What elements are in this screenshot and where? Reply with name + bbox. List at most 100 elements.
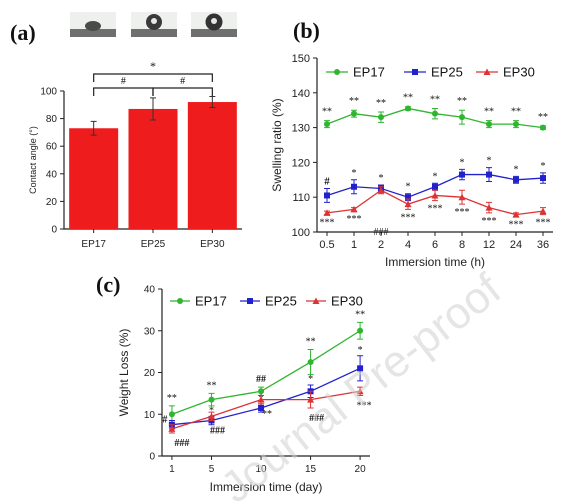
data-point xyxy=(459,171,465,178)
significance-label: * xyxy=(150,59,156,73)
significance-label: *** xyxy=(357,400,372,411)
data-point xyxy=(459,114,465,121)
data-point xyxy=(323,209,331,216)
significance-label: *** xyxy=(536,218,551,229)
data-point xyxy=(404,200,412,208)
significance-label: *** xyxy=(401,212,416,223)
y-tick-label: 20 xyxy=(144,368,156,379)
y-axis-label: Weight Loss (%) xyxy=(117,329,131,417)
significance-label: *** xyxy=(509,219,524,230)
data-point xyxy=(486,171,492,178)
y-tick-label: 10 xyxy=(144,410,156,421)
x-tick-label: 2 xyxy=(378,239,384,251)
x-tick-label: EP25 xyxy=(141,239,166,250)
y-tick-label: 120 xyxy=(292,157,310,169)
data-point xyxy=(307,396,315,403)
significance-label: # xyxy=(324,176,330,188)
significance-label: * xyxy=(433,171,438,182)
y-tick-label: 40 xyxy=(144,285,156,296)
data-point xyxy=(351,183,357,190)
significance-label: *** xyxy=(347,214,362,225)
significance-label: *** xyxy=(320,218,335,229)
legend-marker xyxy=(177,298,183,304)
bar xyxy=(128,108,178,229)
data-point xyxy=(307,359,314,366)
legend-marker xyxy=(334,69,340,75)
x-axis-label: Immersion time (day) xyxy=(210,480,323,494)
significance-label: ** xyxy=(349,96,359,107)
legend-label: EP30 xyxy=(331,294,363,309)
legend-marker xyxy=(483,68,491,75)
significance-label: * xyxy=(358,345,363,356)
data-point xyxy=(485,204,493,211)
panel-label-a: (a) xyxy=(10,20,36,45)
data-point xyxy=(512,211,520,218)
data-point xyxy=(432,110,438,117)
x-tick-label: 1 xyxy=(351,239,357,251)
data-point xyxy=(208,412,216,420)
x-tick-label: 12 xyxy=(483,239,495,251)
significance-label: # xyxy=(121,76,126,87)
data-point xyxy=(350,205,358,213)
y-tick-label: 140 xyxy=(292,88,310,100)
data-point xyxy=(540,175,546,182)
droplet-photo-ep17 xyxy=(70,12,116,37)
significance-bracket xyxy=(93,87,154,96)
error-bar xyxy=(209,96,216,109)
significance-label: * xyxy=(460,157,465,168)
y-tick-label: 80 xyxy=(46,114,58,125)
data-point xyxy=(258,388,265,395)
y-tick-label: 0 xyxy=(51,225,57,236)
significance-label: ** xyxy=(430,94,440,105)
data-point xyxy=(324,192,330,199)
significance-label: ** xyxy=(306,337,316,348)
error-bar xyxy=(150,97,156,121)
significance-label: *** xyxy=(428,204,443,215)
y-tick-label: 100 xyxy=(292,227,310,239)
significance-label: ** xyxy=(207,380,217,391)
bar xyxy=(187,102,237,229)
significance-label: ### xyxy=(210,426,225,437)
legend-marker xyxy=(312,297,320,304)
x-tick-label: 5 xyxy=(209,464,215,475)
data-point xyxy=(357,365,364,372)
legend-label: EP17 xyxy=(353,65,385,80)
significance-label: ** xyxy=(403,93,413,104)
y-tick-label: 0 xyxy=(149,452,155,463)
data-point xyxy=(378,114,384,121)
x-tick-label: EP17 xyxy=(81,239,106,250)
significance-label: ** xyxy=(262,409,272,420)
data-point xyxy=(539,207,547,215)
x-tick-label: 8 xyxy=(459,239,465,251)
data-point xyxy=(432,183,438,190)
x-tick-label: 10 xyxy=(255,464,267,475)
significance-label: ** xyxy=(355,309,365,320)
data-point xyxy=(377,186,385,194)
significance-label: * xyxy=(308,374,313,385)
data-point xyxy=(486,121,492,128)
significance-label: ** xyxy=(457,96,467,107)
x-tick-label: 6 xyxy=(432,239,438,251)
data-point xyxy=(258,404,265,411)
data-point xyxy=(513,176,519,183)
significance-label: * xyxy=(379,173,384,184)
data-point xyxy=(405,105,411,112)
significance-label: * xyxy=(487,156,492,167)
data-point xyxy=(208,396,215,403)
significance-label: ** xyxy=(484,107,494,118)
y-tick-label: 20 xyxy=(46,197,58,208)
x-tick-label: 1 xyxy=(169,464,175,475)
legend-label: EP17 xyxy=(195,294,227,309)
legend-label: EP25 xyxy=(265,294,297,309)
significance-label: ** xyxy=(322,107,332,118)
y-tick-label: 60 xyxy=(46,142,58,153)
significance-label: ## xyxy=(256,374,266,385)
legend-marker xyxy=(247,298,253,304)
x-tick-label: 20 xyxy=(355,464,367,475)
data-point xyxy=(513,121,519,128)
x-tick-label: EP30 xyxy=(200,239,225,250)
bar xyxy=(69,128,119,229)
